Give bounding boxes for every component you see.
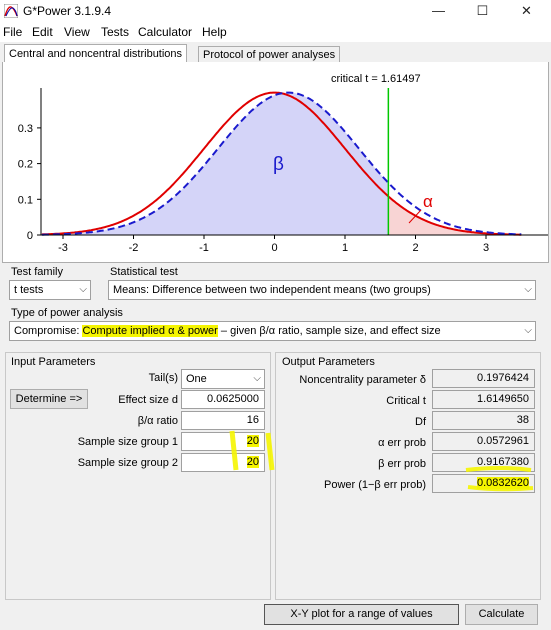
beta-alpha-ratio-label: β/α ratio bbox=[137, 415, 178, 427]
y-tick-label: 0 bbox=[27, 230, 33, 242]
determine-button[interactable]: Determine => bbox=[10, 389, 88, 409]
beta-alpha-ratio-input[interactable]: 16 bbox=[181, 411, 265, 430]
noncentral-distribution-curve bbox=[41, 91, 522, 236]
x-tick-label: 2 bbox=[412, 242, 418, 254]
power-analysis-type-label: Type of power analysis bbox=[11, 307, 123, 319]
menu-tests[interactable]: Tests bbox=[101, 25, 130, 39]
sample-size-1-input[interactable]: 20 bbox=[181, 432, 265, 451]
title-bar: G*Power 3.1.9.4 — ☐ ✕ bbox=[0, 0, 551, 22]
highlight-stroke bbox=[265, 432, 275, 471]
menu-file[interactable]: File bbox=[3, 25, 23, 39]
y-tick-label: 0.2 bbox=[18, 159, 33, 171]
effect-size-label: Effect size d bbox=[118, 394, 178, 406]
x-tick-label: -2 bbox=[129, 242, 139, 254]
ncp-label: Noncentrality parameter δ bbox=[299, 374, 426, 386]
tab-distributions[interactable]: Central and noncentral distributions bbox=[4, 44, 188, 63]
sample-size-1-value: 20 bbox=[246, 435, 259, 447]
input-parameters-title: Input Parameters bbox=[11, 356, 96, 368]
statistical-test-label: Statistical test bbox=[110, 266, 178, 278]
window-title: G*Power 3.1.9.4 bbox=[23, 4, 112, 18]
menu-calculator[interactable]: Calculator bbox=[138, 25, 193, 39]
output-parameters-title: Output Parameters bbox=[282, 356, 375, 368]
critical-t-annotation: critical t = 1.61497 bbox=[331, 73, 421, 85]
highlight-stroke bbox=[465, 466, 532, 472]
critical-t-label: Critical t bbox=[386, 395, 426, 407]
xy-plot-button[interactable]: X-Y plot for a range of values bbox=[264, 604, 459, 625]
close-button[interactable]: ✕ bbox=[521, 3, 532, 18]
df-label: Df bbox=[415, 416, 426, 428]
ncp-output: 0.1976424 bbox=[432, 369, 535, 388]
highlight-stroke bbox=[229, 430, 239, 471]
chevron-down-icon: ⌵ bbox=[253, 373, 261, 384]
x-tick-label: 3 bbox=[483, 242, 489, 254]
power-label: Power (1−β err prob) bbox=[323, 479, 426, 491]
alpha-symbol: α bbox=[423, 192, 433, 211]
sample-size-2-label: Sample size group 2 bbox=[77, 457, 178, 469]
beta-region bbox=[41, 92, 389, 235]
tails-label: Tail(s) bbox=[148, 372, 178, 384]
distribution-plot: -3 -2 -1 0 1 2 3 0.3 0.2 0.1 0 critical t = 1.61497… bbox=[18, 73, 548, 254]
sample-size-2-value: 20 bbox=[246, 456, 259, 468]
output-parameters-panel bbox=[275, 352, 541, 600]
tab-protocol[interactable]: Protocol of power analyses bbox=[198, 46, 341, 63]
x-tick-label: -3 bbox=[58, 242, 68, 254]
beta-symbol: β bbox=[273, 154, 284, 175]
input-parameters-panel bbox=[5, 352, 271, 600]
alpha-pointer-line bbox=[408, 209, 422, 224]
sample-size-1-label: Sample size group 1 bbox=[77, 436, 178, 448]
menu-edit[interactable]: Edit bbox=[32, 25, 53, 39]
menu-help[interactable]: Help bbox=[202, 25, 227, 39]
menu-bar: File Edit View Tests Calculator Help bbox=[0, 22, 551, 42]
y-tick-label: 0.1 bbox=[18, 194, 33, 206]
menu-view[interactable]: View bbox=[64, 25, 90, 39]
statistical-test-value: Means: Difference between two independen… bbox=[113, 284, 431, 296]
test-family-label: Test family bbox=[11, 266, 63, 278]
y-tick-label: 0.3 bbox=[18, 123, 33, 135]
power-value: 0.0832620 bbox=[477, 477, 529, 489]
power-analysis-type-select[interactable]: Compromise: Compute implied α & power – … bbox=[9, 321, 536, 341]
maximize-button[interactable]: ☐ bbox=[476, 3, 489, 18]
test-family-value: t tests bbox=[14, 284, 44, 296]
tails-value: One bbox=[186, 373, 207, 385]
chevron-down-icon: ⌵ bbox=[524, 284, 532, 295]
beta-err-label: β err prob bbox=[378, 458, 426, 470]
calculate-button[interactable]: Calculate bbox=[465, 604, 538, 625]
df-output: 38 bbox=[432, 411, 535, 430]
x-tick-label: 1 bbox=[342, 242, 348, 254]
chevron-down-icon: ⌵ bbox=[79, 284, 87, 295]
highlight-stroke bbox=[467, 485, 534, 492]
chevron-down-icon: ⌵ bbox=[524, 325, 532, 336]
alpha-err-label: α err prob bbox=[378, 437, 426, 449]
gpower-app-icon bbox=[4, 4, 18, 18]
minimize-button[interactable]: — bbox=[432, 3, 445, 18]
x-tick-label: -1 bbox=[199, 242, 209, 254]
power-analysis-prefix: Compromise: bbox=[14, 325, 83, 337]
critical-t-output: 1.6149650 bbox=[432, 390, 535, 409]
distribution-plot-panel: -3 -2 -1 0 1 2 3 0.3 0.2 0.1 0 critical t = 1.61497… bbox=[2, 62, 549, 263]
test-family-select[interactable]: t tests ⌵ bbox=[9, 280, 91, 300]
power-analysis-suffix: – given β/α ratio, sample size, and effe… bbox=[217, 325, 441, 337]
statistical-test-select[interactable]: Means: Difference between two independen… bbox=[108, 280, 536, 300]
tails-select[interactable]: One ⌵ bbox=[181, 369, 265, 389]
effect-size-input[interactable]: 0.0625000 bbox=[181, 390, 265, 409]
x-tick-label: 0 bbox=[271, 242, 277, 254]
alpha-err-output: 0.0572961 bbox=[432, 432, 535, 451]
alpha-region bbox=[388, 196, 522, 235]
power-analysis-highlighted: Compute implied α & power bbox=[82, 325, 218, 337]
sample-size-2-input[interactable]: 20 bbox=[181, 453, 265, 472]
